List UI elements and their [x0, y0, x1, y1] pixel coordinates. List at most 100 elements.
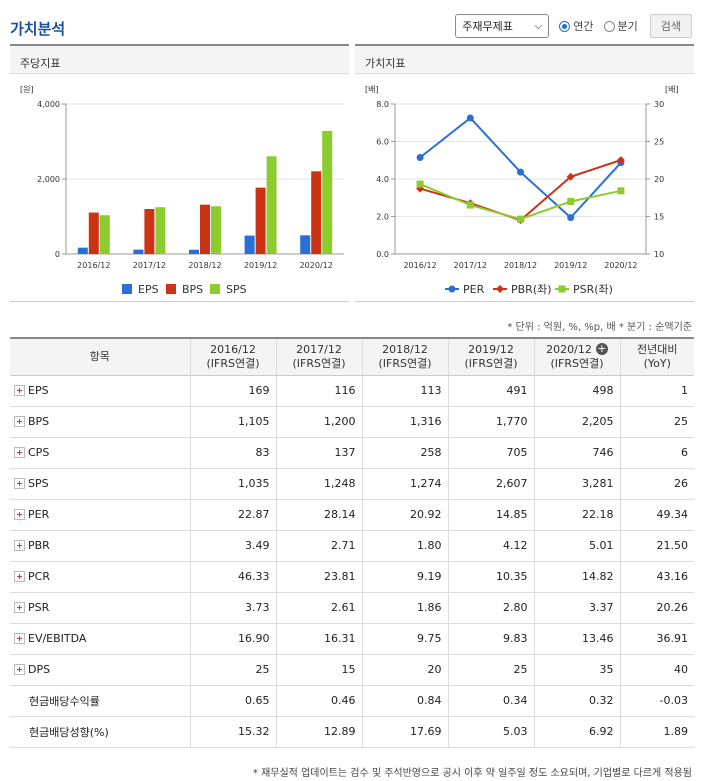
radio-quarter-dot[interactable]: [603, 20, 615, 32]
row-label: EPS: [28, 384, 49, 397]
legend-label: PBR(좌): [511, 283, 552, 296]
radio-annual-dot[interactable]: [559, 20, 571, 32]
filter-controls: 주재무제표 ⌵ 연간 분기 검색: [455, 14, 692, 38]
row-label: CPS: [28, 446, 50, 459]
value-cell: 0.84: [361, 685, 448, 717]
y-right-tick-label: 30: [654, 100, 664, 109]
expand-plus-icon[interactable]: [14, 509, 25, 520]
row-label-cell[interactable]: SPS: [10, 468, 190, 500]
expand-plus-icon[interactable]: [14, 571, 25, 582]
expand-plus-icon[interactable]: [14, 416, 25, 427]
header-item: 항목: [10, 338, 190, 376]
legend-label: PER: [463, 283, 485, 296]
value-cell: 2,607: [447, 468, 534, 500]
radio-annual[interactable]: 연간: [559, 18, 594, 34]
table-header-row: 항목 2016/12 (IFRS연결) 2017/12 (IFRS연결) 2018/…: [10, 338, 694, 376]
add-column-icon[interactable]: +: [595, 341, 608, 355]
row-label: 현금배당성향(%): [29, 725, 109, 739]
point-pbr: [616, 156, 625, 165]
row-label-cell[interactable]: PBR: [10, 530, 190, 562]
value-cell: 49.34: [619, 499, 694, 531]
expand-plus-icon[interactable]: [14, 602, 25, 613]
value-cell: 116: [275, 375, 362, 407]
value-cell: 25: [189, 654, 276, 686]
bar-eps: [77, 247, 88, 254]
value-cell: 3.37: [533, 592, 620, 624]
value-cell: 0.32: [533, 685, 620, 717]
x-tick-label: 2019/12: [554, 261, 587, 270]
legend-label: SPS: [226, 283, 247, 296]
row-label-cell[interactable]: BPS: [10, 406, 190, 438]
point-per: [466, 114, 474, 122]
row-label-cell[interactable]: EV/EBITDA: [10, 623, 190, 655]
table-row: EPS 169 116 113 491 498 1: [10, 375, 694, 407]
x-tick-label: 2020/12: [604, 261, 637, 270]
per-share-panel-title: 주당지표: [10, 46, 349, 74]
value-cell: 1,274: [361, 468, 448, 500]
expand-plus-icon[interactable]: [14, 447, 25, 458]
row-label-cell[interactable]: PCR: [10, 561, 190, 593]
bar-bps: [144, 209, 155, 254]
point-psr: [466, 201, 474, 209]
value-cell: 258: [361, 437, 448, 469]
row-label: DPS: [28, 663, 51, 676]
value-cell: 5.01: [533, 530, 620, 562]
bar-sps: [266, 156, 277, 254]
header-yoy: 전년대비 (YoY): [619, 338, 694, 376]
value-cell: 1,105: [189, 406, 276, 438]
value-cell: 16.31: [275, 623, 362, 655]
value-cell: 3.49: [189, 530, 276, 562]
y-right-tick-label: 15: [654, 213, 664, 222]
y-left-tick-label: 8.0: [376, 100, 389, 109]
radio-quarter[interactable]: 분기: [603, 18, 638, 34]
expand-plus-icon[interactable]: [14, 540, 25, 551]
value-cell: 705: [447, 437, 534, 469]
search-button[interactable]: 검색: [649, 14, 692, 38]
x-tick-label: 2016/12: [77, 261, 110, 270]
value-cell: 3.73: [189, 592, 276, 624]
value-cell: 1,200: [275, 406, 362, 438]
header-2016: 2016/12 (IFRS연결): [189, 338, 276, 376]
expand-plus-icon[interactable]: [14, 633, 25, 644]
table-row: PCR 46.33 23.81 9.19 10.35 14.82 43.16: [10, 561, 694, 593]
legend-swatch: [210, 284, 220, 294]
per-share-panel: 주당지표 [원] 4,000 2,000 0 2016/12 2017/12 2018/12…: [10, 44, 349, 302]
value-cell: 17.69: [361, 716, 448, 748]
table-row: SPS 1,035 1,248 1,274 2,607 3,281 26: [10, 468, 694, 500]
x-tick-label: 2020/12: [300, 261, 333, 270]
point-per: [517, 168, 524, 176]
row-label-cell[interactable]: EPS: [10, 375, 190, 407]
value-cell: 491: [447, 375, 534, 407]
table-row: PER 22.87 28.14 20.92 14.85 22.18 49.34: [10, 499, 694, 531]
value-cell: 3,281: [533, 468, 620, 500]
point-per: [567, 214, 575, 222]
value-cell: 13.46: [533, 623, 620, 655]
unit-note: * 단위 : 억원, %, %p, 배 * 분기 : 순액기준: [507, 322, 692, 333]
row-label-cell: 현금배당수익률: [10, 685, 190, 717]
statement-select[interactable]: 주재무제표 ⌵: [455, 14, 550, 38]
row-label-cell[interactable]: DPS: [10, 654, 190, 686]
row-label-cell[interactable]: PSR: [10, 592, 190, 624]
expand-plus-icon[interactable]: [14, 478, 25, 489]
legend-swatch: [166, 284, 176, 294]
x-tick-label: 2017/12: [454, 261, 487, 270]
value-cell: 1.86: [361, 592, 448, 624]
value-cell: 28.14: [275, 499, 362, 531]
row-label-cell[interactable]: PER: [10, 499, 190, 531]
x-tick-label: 2016/12: [403, 261, 436, 270]
footnote: * 재무실적 업데이트는 검수 및 주석반영으로 공시 이후 약 일주일 정도 …: [252, 768, 692, 779]
bar-sps: [99, 215, 110, 254]
value-cell: 746: [533, 437, 620, 469]
value-cell: 169: [189, 375, 276, 407]
row-label-cell[interactable]: CPS: [10, 437, 190, 469]
radio-annual-label: 연간: [573, 20, 594, 33]
point-pbr: [566, 172, 575, 181]
table-row: DPS 25 15 20 25 35 40: [10, 654, 694, 686]
table-row: CPS 83 137 258 705 746 6: [10, 437, 694, 469]
y-right-tick-label: 20: [654, 175, 664, 184]
expand-plus-icon[interactable]: [14, 664, 25, 675]
expand-plus-icon[interactable]: [14, 385, 25, 396]
legend-label: BPS: [182, 283, 203, 296]
value-cell: 26: [619, 468, 694, 500]
legend-marker: [448, 285, 456, 293]
